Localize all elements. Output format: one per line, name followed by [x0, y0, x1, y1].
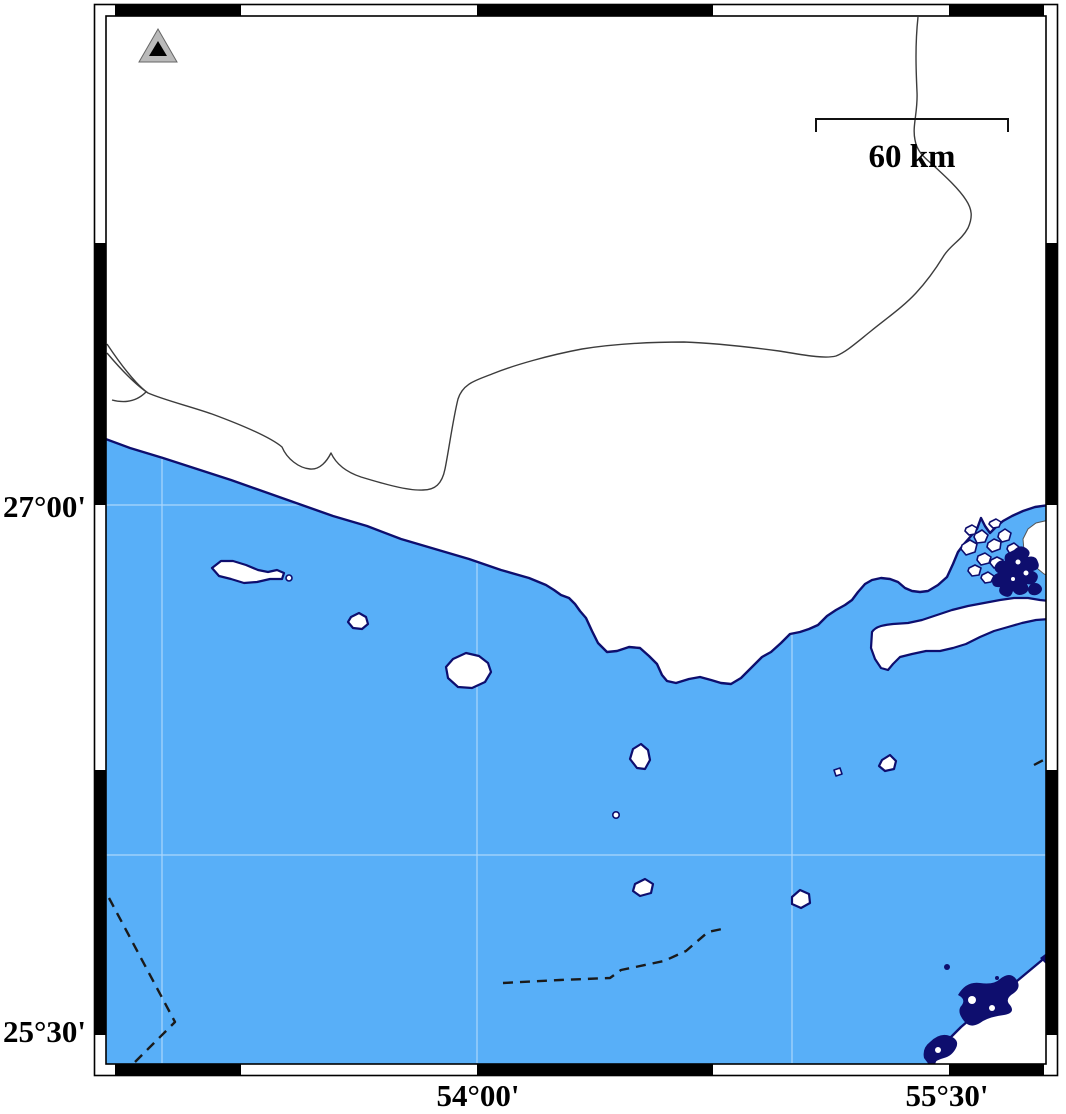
qeshm-island	[869, 596, 1046, 672]
latitude-label-2530: 25°30'	[3, 1014, 86, 1049]
southeast-tidal-creeks	[923, 953, 1046, 1064]
island-mid-round	[444, 651, 493, 690]
island-south-small-1	[631, 877, 655, 898]
frame-inner-line	[105, 15, 1047, 1065]
frame-outer-line	[93, 3, 1059, 1077]
island-south-small-2	[790, 888, 812, 910]
islet-dot	[611, 810, 620, 819]
latitude-label-27: 27°00'	[3, 489, 86, 524]
scale-bar-bracket	[815, 118, 1009, 132]
tidal-speck	[935, 1047, 941, 1053]
map-frame	[93, 3, 1059, 1077]
island-teardrop	[628, 742, 652, 771]
triangle-marker-inner	[149, 41, 167, 56]
graticule-gridlines	[106, 17, 1046, 1063]
triangle-marker	[138, 27, 178, 63]
mangrove-speck	[1023, 570, 1029, 576]
mangrove-tidal-channels	[992, 546, 1042, 597]
maritime-boundary-east	[1033, 757, 1046, 767]
maritime-boundary-west	[107, 897, 177, 1064]
scale-bar: 60 km	[815, 118, 1009, 175]
tidal-dot	[995, 976, 999, 980]
tidal-speck	[968, 996, 976, 1004]
longitude-label-5530: 55°30'	[905, 1078, 988, 1113]
tidal-speck	[989, 1005, 995, 1011]
longitude-label-54: 54°00'	[436, 1078, 519, 1113]
islet-tiny	[833, 767, 843, 777]
scale-bar-label: 60 km	[868, 139, 955, 175]
island-small-round	[346, 611, 370, 631]
mangrove-speck	[1015, 559, 1021, 565]
maritime-boundary-mid	[502, 927, 723, 985]
islet-dot	[285, 574, 293, 582]
mangrove-speck	[1011, 577, 1015, 581]
land-boundary-line	[106, 16, 972, 491]
island-west-elongated	[210, 559, 286, 585]
island-east-small	[877, 753, 898, 773]
tidal-dot	[944, 964, 950, 970]
